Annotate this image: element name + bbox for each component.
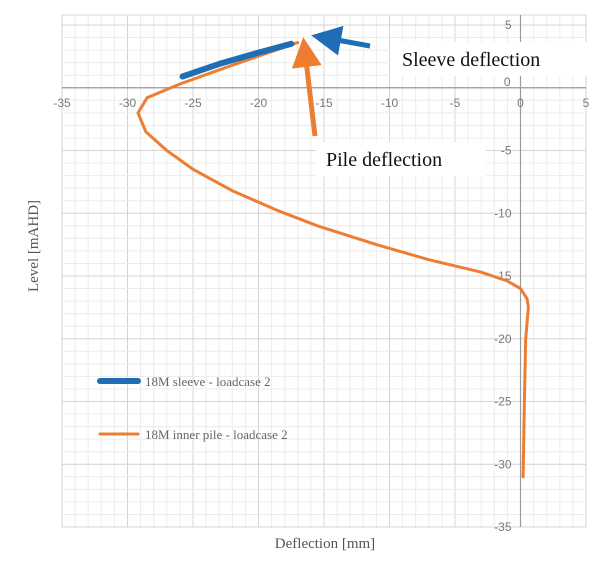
x-tick-label: 0 [517,96,524,110]
grid-lines [61,15,587,528]
sleeve-arrow [311,25,371,56]
pile-arrow [291,37,322,137]
x-tick-label: -5 [450,96,461,110]
y-tick-label: -5 [501,144,512,158]
y-tick-label: -10 [494,206,512,220]
x-tick-label: 5 [583,96,590,110]
y-tick-label: -25 [494,395,512,409]
y-axis-label: Level [mAHD] [26,200,42,292]
legend: 18M sleeve - loadcase 2 18M inner pile -… [97,374,288,442]
annotation-sleeve: Sleeve deflection [311,25,588,76]
y-tick-label: 0 [504,75,511,89]
legend-label-inner-pile: 18M inner pile - loadcase 2 [145,427,288,442]
series-line-sleeve [179,40,295,80]
x-tick-label: -10 [381,96,399,110]
x-tick-label: -20 [250,96,268,110]
y-tick-label: -35 [494,520,512,534]
y-tick-label: -30 [494,457,512,471]
x-tick-labels: -35 -30 -25 -20 -15 -10 -5 0 5 [53,96,589,110]
annotation-pile: Pile deflection [291,37,486,176]
x-tick-label: -35 [53,96,71,110]
x-tick-label: -30 [119,96,137,110]
annotation-sleeve-bg [390,42,588,76]
y-tick-label: -20 [494,332,512,346]
legend-label-sleeve: 18M sleeve - loadcase 2 [145,374,271,389]
annotation-pile-bg [316,142,486,176]
annotation-sleeve-text: Sleeve deflection [402,49,540,71]
axes [62,15,586,527]
series-line-inner-pile [136,41,530,479]
x-axis-label: Deflection [mm] [275,536,375,552]
x-tick-label: -15 [315,96,333,110]
y-tick-label: 5 [505,18,512,32]
x-tick-label: -25 [184,96,202,110]
annotation-pile-text: Pile deflection [326,149,442,171]
series-lines [136,40,530,479]
